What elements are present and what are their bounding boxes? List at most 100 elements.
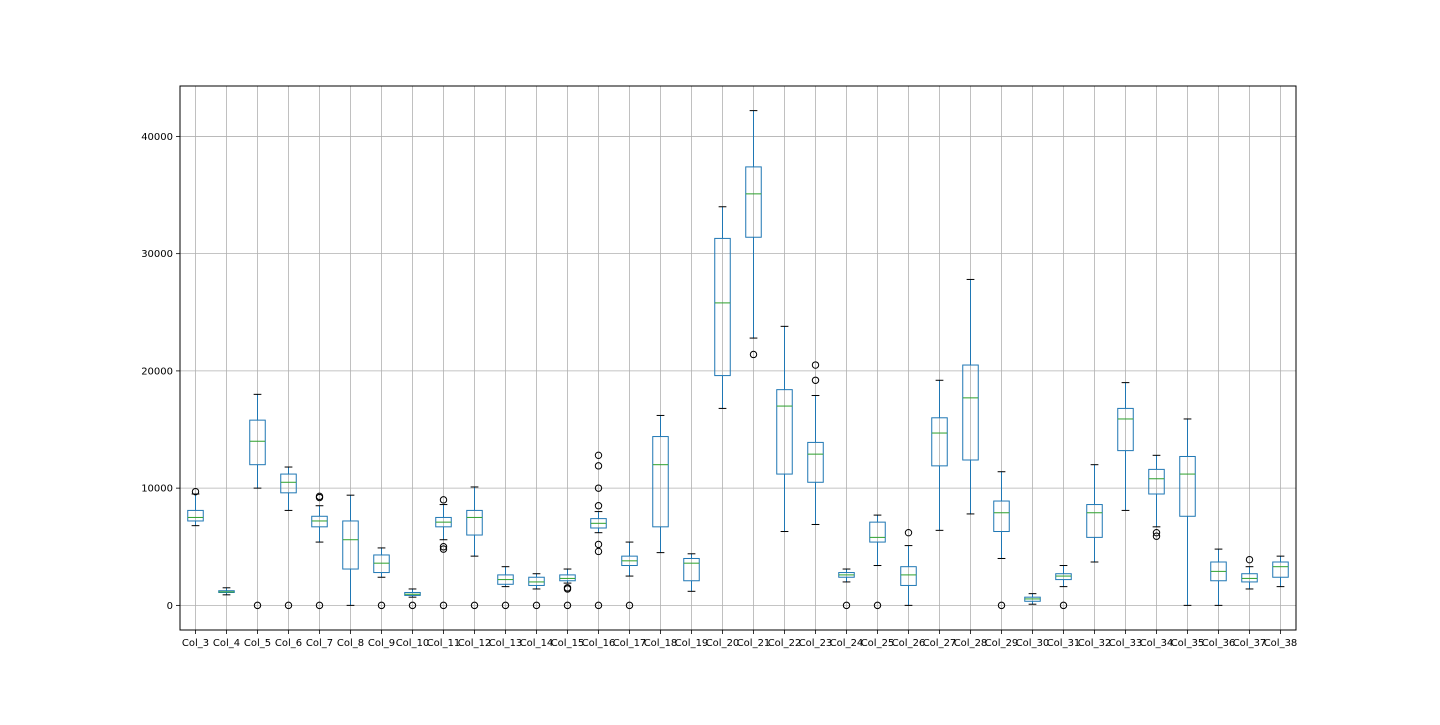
x-tick-label: Col_14	[520, 638, 554, 649]
x-tick-label: Col_9	[368, 638, 395, 649]
x-tick-label: Col_30	[1016, 638, 1050, 649]
flier-point	[315, 493, 324, 502]
x-tick-label: Col_28	[954, 638, 988, 649]
plot-frame	[179, 85, 1297, 631]
box-iqr	[807, 441, 824, 483]
flier-point	[1245, 555, 1254, 564]
x-tick-label: Col_27	[923, 638, 957, 649]
box-col-35	[1179, 418, 1196, 606]
box-col-8	[342, 494, 359, 606]
flier-point	[1059, 601, 1068, 610]
box-col-6	[280, 466, 297, 610]
box-layer	[187, 110, 1289, 610]
box-col-16	[590, 451, 607, 610]
x-tick-label: Col_31	[1047, 638, 1081, 649]
x-tick-label: Col_19	[675, 638, 709, 649]
box-iqr	[993, 500, 1010, 533]
flier-point	[439, 545, 448, 553]
x-tick-label: Col_10	[396, 638, 430, 649]
flier-point	[749, 350, 758, 359]
flier-point	[563, 601, 572, 610]
box-iqr	[652, 436, 669, 528]
box-iqr	[931, 417, 948, 467]
flier-point	[1152, 528, 1161, 537]
flier-point	[470, 601, 479, 610]
box-iqr	[187, 509, 204, 522]
box-col-11	[435, 496, 452, 610]
flier-point	[904, 528, 913, 537]
y-tick-label: 10000	[141, 484, 173, 495]
x-tick-label: Col_12	[458, 638, 492, 649]
flier-point	[1152, 532, 1161, 540]
box-iqr	[1148, 468, 1165, 495]
box-iqr	[776, 389, 793, 475]
x-tick-label: Col_8	[337, 638, 364, 649]
box-col-23	[807, 361, 824, 525]
box-iqr	[900, 566, 917, 586]
box-col-32	[1086, 464, 1103, 563]
box-iqr	[1086, 504, 1103, 538]
x-tick-label: Col_35	[1171, 638, 1205, 649]
box-iqr	[528, 576, 545, 586]
box-iqr	[342, 520, 359, 570]
x-tick-label: Col_6	[275, 638, 302, 649]
flier-point	[253, 601, 262, 610]
box-iqr	[466, 509, 483, 536]
box-col-27	[931, 379, 948, 531]
x-tick-label: Col_38	[1264, 638, 1298, 649]
box-iqr	[311, 515, 328, 528]
flier-point	[842, 601, 851, 610]
box-col-28	[962, 278, 979, 515]
flier-point	[594, 451, 603, 460]
flier-point	[594, 462, 603, 470]
box-col-21	[745, 110, 762, 359]
flier-point	[315, 601, 324, 610]
box-iqr	[1241, 573, 1258, 583]
box-iqr	[745, 166, 762, 238]
box-iqr	[714, 237, 731, 377]
box-col-24	[838, 568, 855, 610]
box-col-9	[373, 547, 390, 610]
y-tick-label: 0	[167, 601, 173, 612]
box-col-17	[621, 541, 638, 610]
x-tick-label: Col_36	[1202, 638, 1236, 649]
box-col-5	[249, 393, 266, 610]
box-iqr	[280, 473, 297, 494]
box-col-22	[776, 325, 793, 533]
x-tick-label: Col_32	[1078, 638, 1112, 649]
box-iqr	[1272, 561, 1289, 578]
x-tick-label: Col_33	[1109, 638, 1143, 649]
flier-point	[439, 601, 448, 610]
x-tick-label: Col_29	[985, 638, 1019, 649]
box-iqr	[373, 554, 390, 574]
x-tick-label: Col_26	[892, 638, 926, 649]
x-tick-label: Col_3	[182, 638, 209, 649]
x-tick-label: Col_15	[551, 638, 585, 649]
flier-point	[873, 601, 882, 610]
flier-point	[594, 502, 603, 510]
flier-point	[594, 484, 603, 492]
x-tick-label: Col_5	[244, 638, 271, 649]
box-col-14	[528, 573, 545, 610]
x-tick-label: Col_7	[306, 638, 333, 649]
box-col-7	[311, 492, 328, 610]
box-col-19	[683, 553, 700, 592]
flier-point	[594, 547, 603, 556]
flier-point	[377, 601, 386, 610]
grid-layer	[180, 86, 1296, 630]
box-col-4	[218, 587, 235, 596]
box-col-38	[1272, 555, 1289, 588]
flier-point	[191, 487, 200, 496]
flier-point	[811, 376, 820, 384]
box-col-20	[714, 206, 731, 409]
x-tick-label: Col_11	[427, 638, 461, 649]
box-iqr	[249, 419, 266, 466]
x-tick-label: Col_22	[768, 638, 802, 649]
y-tick-label: 30000	[141, 249, 173, 260]
flier-point	[532, 601, 541, 610]
y-tick-label: 20000	[141, 366, 173, 377]
flier-point	[625, 601, 634, 610]
box-col-3	[187, 487, 204, 527]
